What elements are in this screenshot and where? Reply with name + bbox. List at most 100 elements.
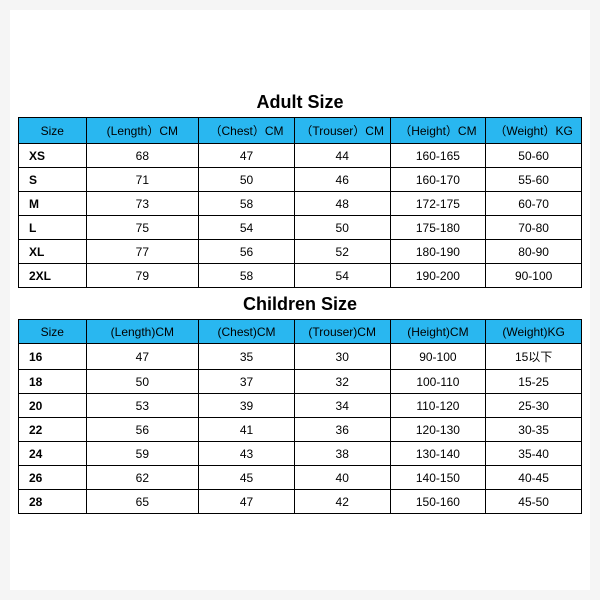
value-cell: 41 xyxy=(199,418,295,442)
value-cell: 60-70 xyxy=(486,192,582,216)
value-cell: 140-150 xyxy=(390,466,486,490)
value-cell: 160-165 xyxy=(390,144,486,168)
value-cell: 30-35 xyxy=(486,418,582,442)
value-cell: 172-175 xyxy=(390,192,486,216)
value-cell: 80-90 xyxy=(486,240,582,264)
table-row: M735848172-17560-70 xyxy=(19,192,582,216)
size-cell: S xyxy=(19,168,87,192)
table-row: 28654742150-16045-50 xyxy=(19,490,582,514)
table-row: 18503732100-11015-25 xyxy=(19,370,582,394)
value-cell: 160-170 xyxy=(390,168,486,192)
value-cell: 71 xyxy=(86,168,199,192)
value-cell: 50-60 xyxy=(486,144,582,168)
value-cell: 110-120 xyxy=(390,394,486,418)
value-cell: 35 xyxy=(199,344,295,370)
value-cell: 15-25 xyxy=(486,370,582,394)
value-cell: 130-140 xyxy=(390,442,486,466)
value-cell: 53 xyxy=(86,394,199,418)
value-cell: 56 xyxy=(86,418,199,442)
adult-body: XS684744160-16550-60S715046160-17055-60M… xyxy=(19,144,582,288)
value-cell: 48 xyxy=(294,192,390,216)
value-cell: 47 xyxy=(199,144,295,168)
value-cell: 150-160 xyxy=(390,490,486,514)
size-cell: L xyxy=(19,216,87,240)
value-cell: 52 xyxy=(294,240,390,264)
value-cell: 30 xyxy=(294,344,390,370)
col-trouser: （Trouser）CM xyxy=(294,118,390,144)
table-row: 26624540140-15040-45 xyxy=(19,466,582,490)
value-cell: 25-30 xyxy=(486,394,582,418)
value-cell: 50 xyxy=(199,168,295,192)
size-cell: 28 xyxy=(19,490,87,514)
size-chart-container: Adult Size Size (Length）CM （Chest）CM （Tr… xyxy=(10,10,590,590)
value-cell: 77 xyxy=(86,240,199,264)
value-cell: 36 xyxy=(294,418,390,442)
value-cell: 40 xyxy=(294,466,390,490)
value-cell: 75 xyxy=(86,216,199,240)
table-row: XL775652180-19080-90 xyxy=(19,240,582,264)
table-row: 24594338130-14035-40 xyxy=(19,442,582,466)
col-size: Size xyxy=(19,320,87,344)
size-cell: XS xyxy=(19,144,87,168)
value-cell: 54 xyxy=(199,216,295,240)
col-length: (Length)CM xyxy=(86,320,199,344)
value-cell: 55-60 xyxy=(486,168,582,192)
children-body: 1647353090-10015以下18503732100-11015-2520… xyxy=(19,344,582,514)
value-cell: 35-40 xyxy=(486,442,582,466)
size-cell: M xyxy=(19,192,87,216)
value-cell: 62 xyxy=(86,466,199,490)
adult-title: Adult Size xyxy=(18,86,582,117)
children-header-row: Size (Length)CM (Chest)CM (Trouser)CM (H… xyxy=(19,320,582,344)
value-cell: 50 xyxy=(294,216,390,240)
value-cell: 100-110 xyxy=(390,370,486,394)
value-cell: 50 xyxy=(86,370,199,394)
col-chest: （Chest）CM xyxy=(199,118,295,144)
value-cell: 79 xyxy=(86,264,199,288)
value-cell: 47 xyxy=(86,344,199,370)
children-title: Children Size xyxy=(18,288,582,319)
value-cell: 70-80 xyxy=(486,216,582,240)
size-cell: 20 xyxy=(19,394,87,418)
value-cell: 56 xyxy=(199,240,295,264)
size-cell: 2XL xyxy=(19,264,87,288)
col-height: （Height）CM xyxy=(390,118,486,144)
size-cell: XL xyxy=(19,240,87,264)
value-cell: 45-50 xyxy=(486,490,582,514)
value-cell: 58 xyxy=(199,192,295,216)
children-size-table: Size (Length)CM (Chest)CM (Trouser)CM (H… xyxy=(18,319,582,514)
value-cell: 190-200 xyxy=(390,264,486,288)
value-cell: 59 xyxy=(86,442,199,466)
size-cell: 16 xyxy=(19,344,87,370)
table-row: 2XL795854190-20090-100 xyxy=(19,264,582,288)
value-cell: 45 xyxy=(199,466,295,490)
value-cell: 180-190 xyxy=(390,240,486,264)
col-length: (Length）CM xyxy=(86,118,199,144)
value-cell: 15以下 xyxy=(486,344,582,370)
col-chest: (Chest)CM xyxy=(199,320,295,344)
size-cell: 18 xyxy=(19,370,87,394)
value-cell: 43 xyxy=(199,442,295,466)
value-cell: 175-180 xyxy=(390,216,486,240)
col-weight: (Weight)KG xyxy=(486,320,582,344)
size-cell: 24 xyxy=(19,442,87,466)
value-cell: 42 xyxy=(294,490,390,514)
table-row: XS684744160-16550-60 xyxy=(19,144,582,168)
chart-area: Adult Size Size (Length）CM （Chest）CM （Tr… xyxy=(10,86,590,514)
table-row: 1647353090-10015以下 xyxy=(19,344,582,370)
table-row: S715046160-17055-60 xyxy=(19,168,582,192)
value-cell: 54 xyxy=(294,264,390,288)
value-cell: 40-45 xyxy=(486,466,582,490)
value-cell: 39 xyxy=(199,394,295,418)
value-cell: 68 xyxy=(86,144,199,168)
col-trouser: (Trouser)CM xyxy=(294,320,390,344)
value-cell: 37 xyxy=(199,370,295,394)
value-cell: 38 xyxy=(294,442,390,466)
adult-header-row: Size (Length）CM （Chest）CM （Trouser）CM （H… xyxy=(19,118,582,144)
size-cell: 22 xyxy=(19,418,87,442)
value-cell: 58 xyxy=(199,264,295,288)
value-cell: 47 xyxy=(199,490,295,514)
value-cell: 46 xyxy=(294,168,390,192)
table-row: L755450175-18070-80 xyxy=(19,216,582,240)
adult-size-table: Size (Length）CM （Chest）CM （Trouser）CM （H… xyxy=(18,117,582,288)
col-weight: （Weight）KG xyxy=(486,118,582,144)
